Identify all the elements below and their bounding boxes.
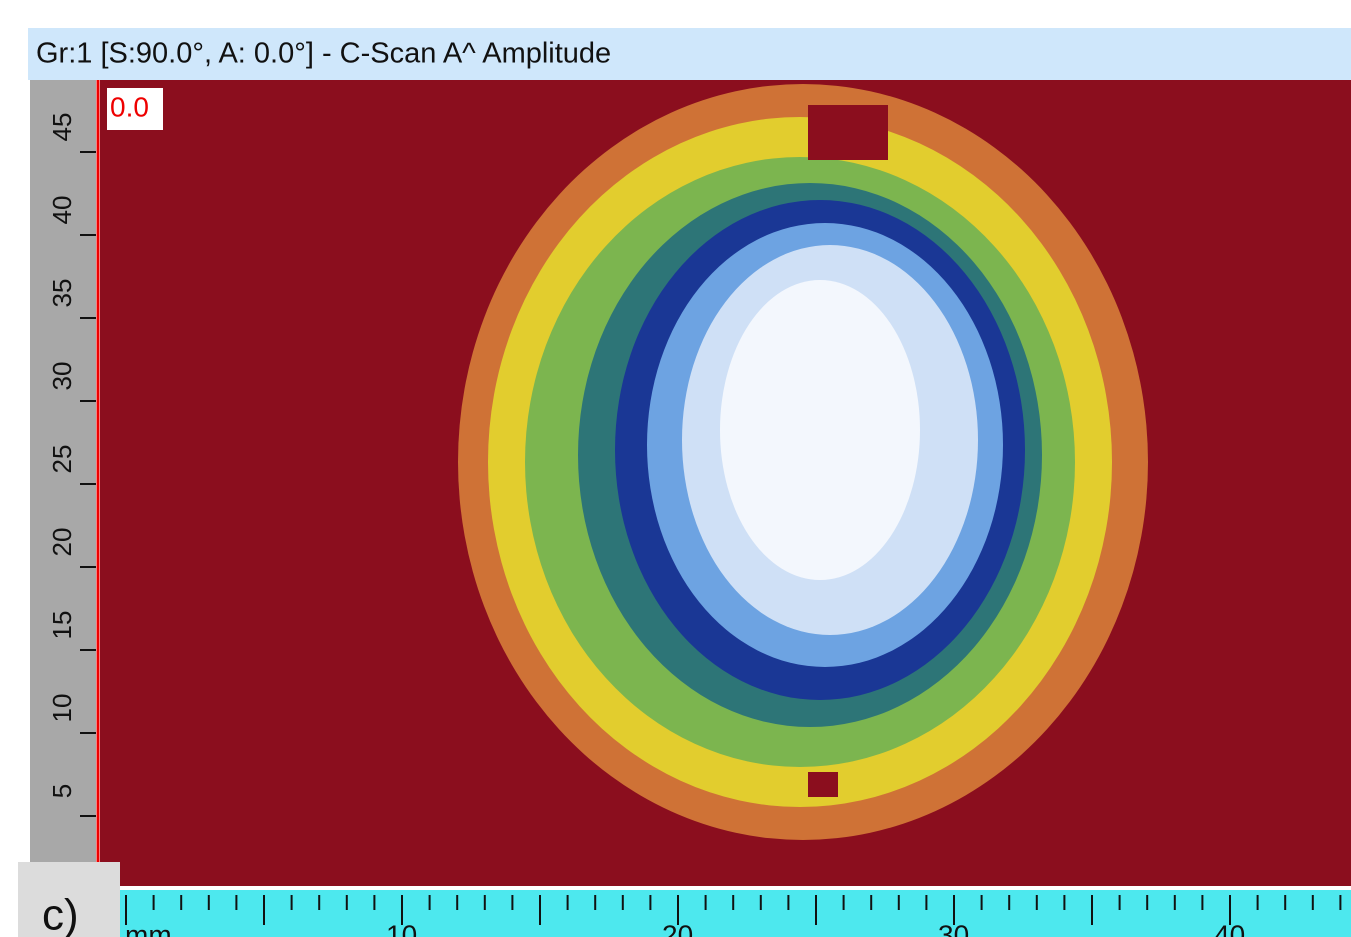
amplitude-core (720, 280, 920, 580)
left-ruler-label: 40 (47, 196, 77, 225)
bottom-ruler (120, 890, 1351, 937)
notch (808, 105, 888, 160)
left-ruler-label: 15 (47, 611, 77, 640)
left-ruler-label: 5 (47, 784, 77, 798)
figure-label: c) (42, 891, 79, 937)
left-ruler-label: 10 (47, 694, 77, 723)
bottom-ruler-label: 30 (938, 919, 969, 937)
left-ruler-label: 35 (47, 279, 77, 308)
left-ruler-label: 20 (47, 528, 77, 557)
bottom-ruler-label: 20 (662, 919, 693, 937)
notch (808, 772, 838, 797)
window-title: Gr:1 [S:90.0°, A: 0.0°] - C-Scan A^ Ampl… (36, 38, 611, 70)
bottom-ruler-label: mm (125, 919, 172, 937)
bottom-ruler-label: 10 (386, 919, 417, 937)
cursor-label: 0.0 (110, 91, 149, 122)
c-scan-image (458, 84, 1148, 840)
c-scan-window: Gr:1 [S:90.0°, A: 0.0°] - C-Scan A^ Ampl… (0, 0, 1351, 937)
left-ruler-label: 25 (47, 445, 77, 474)
bottom-ruler-label: 40 (1214, 919, 1245, 937)
left-ruler-label: 45 (47, 113, 77, 142)
left-ruler-label: 30 (47, 362, 77, 391)
